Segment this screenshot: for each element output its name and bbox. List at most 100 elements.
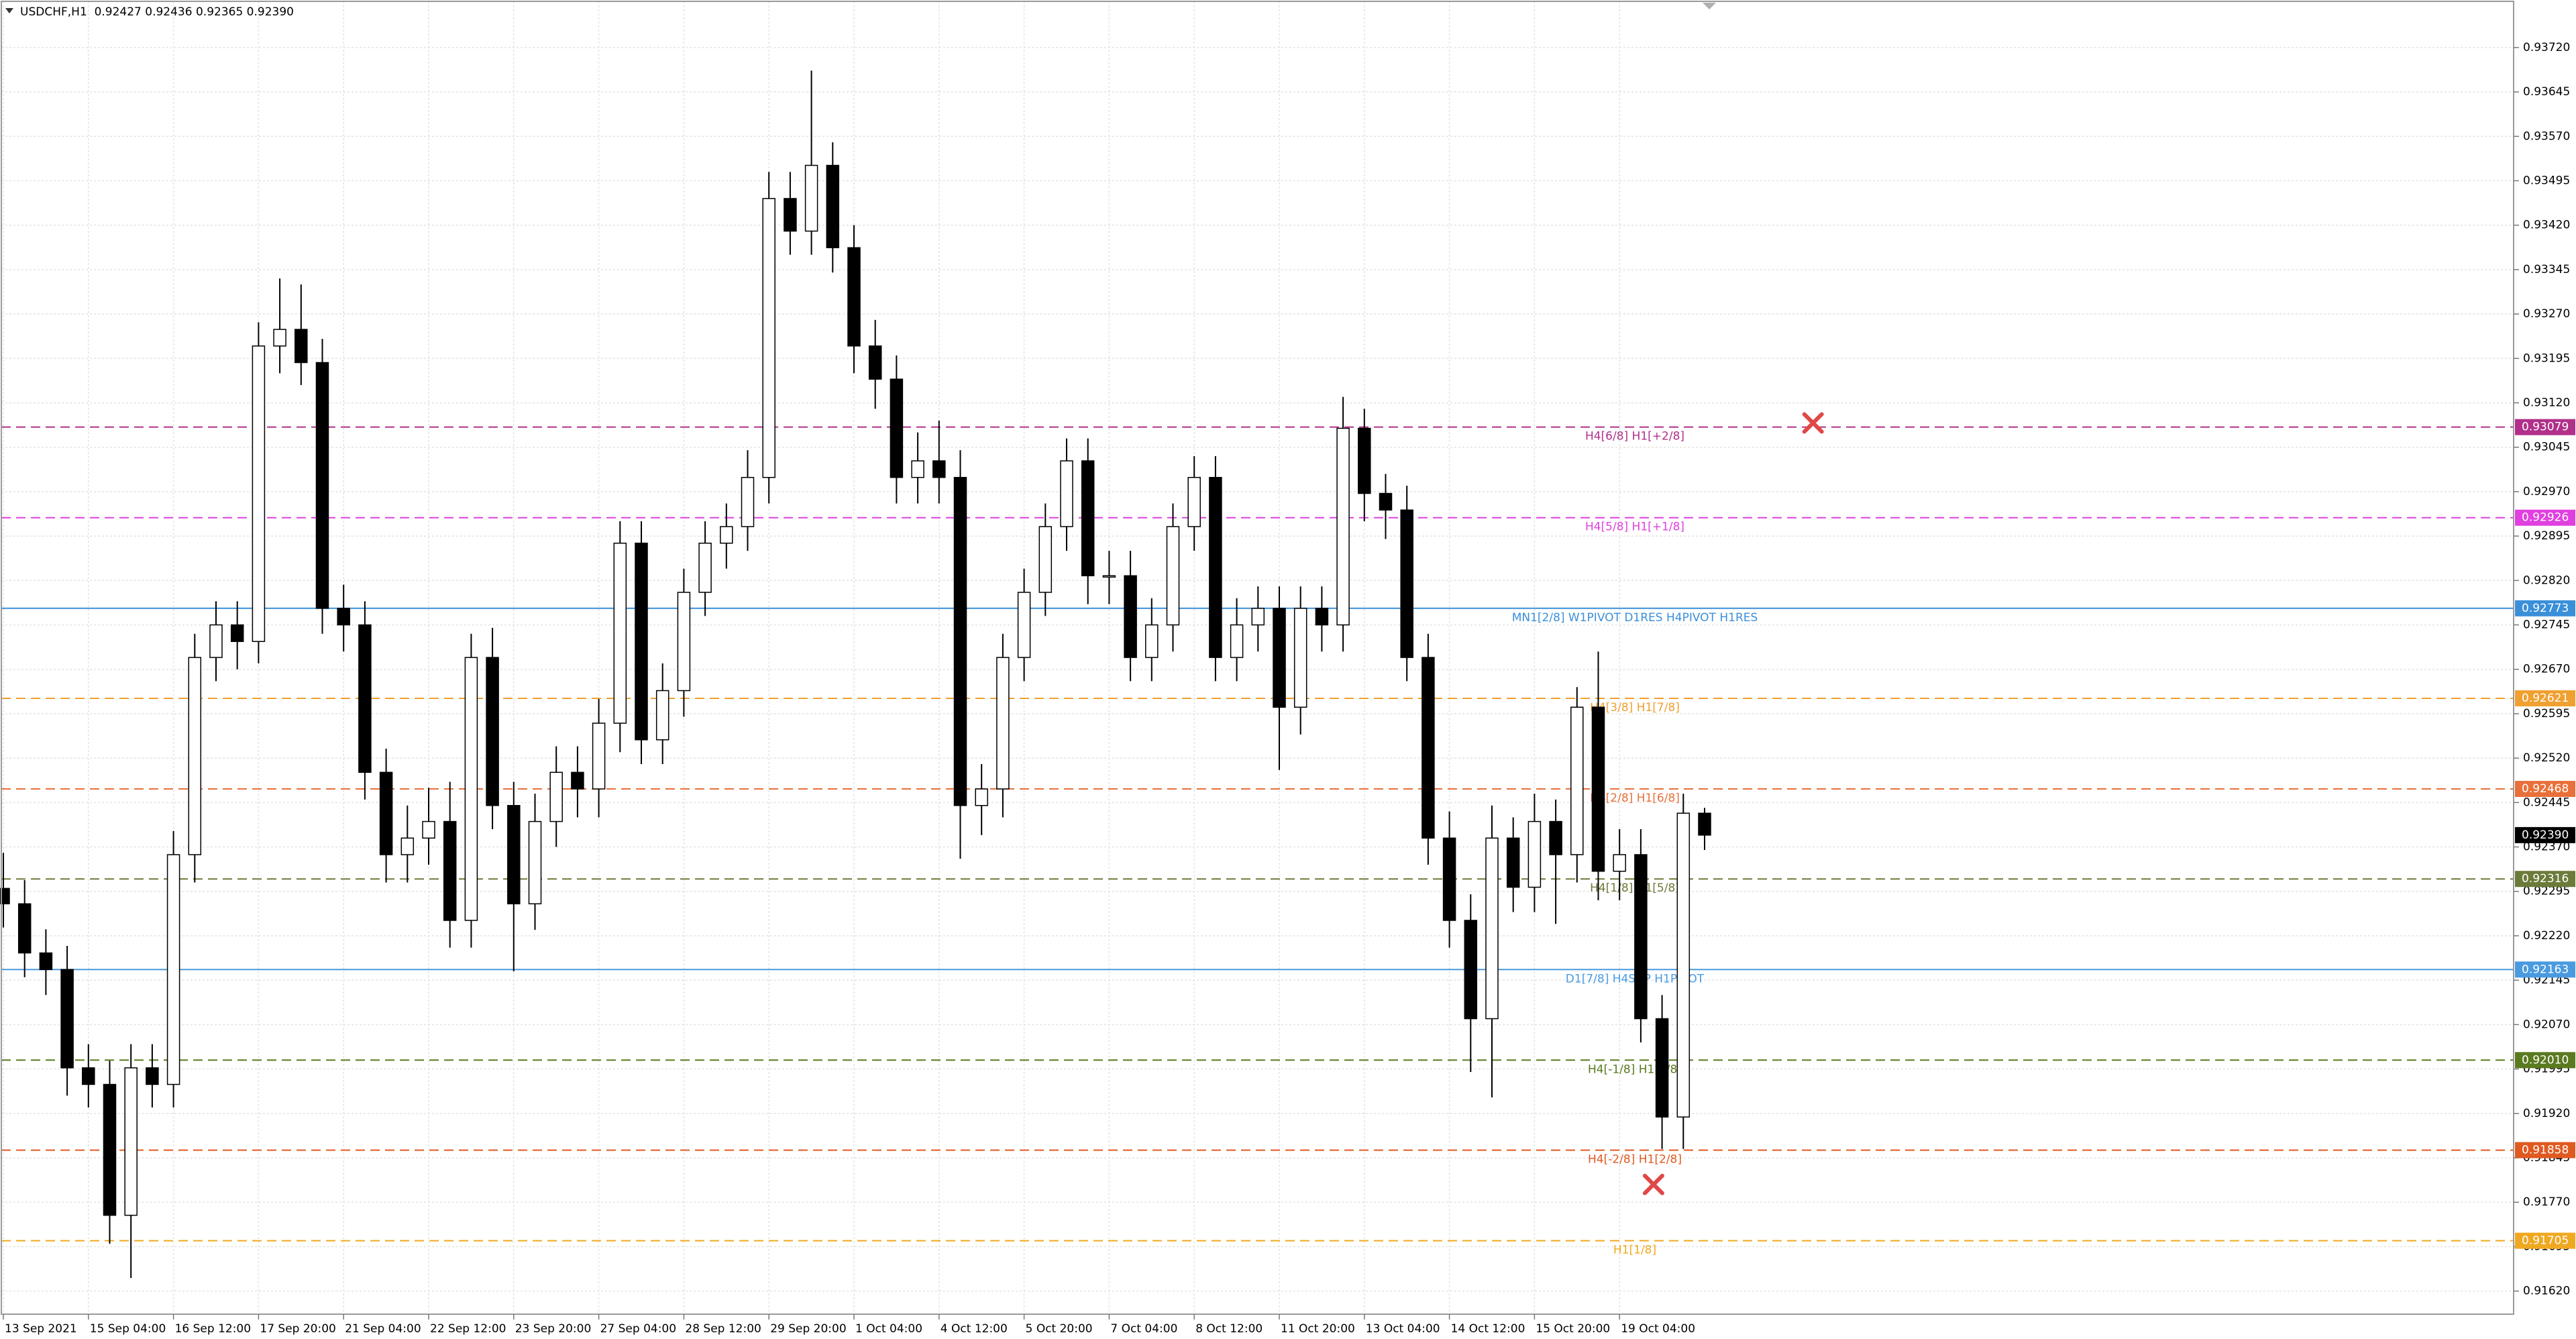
y-tick-label: 0.93420 — [2523, 219, 2570, 232]
x-tick-label: 13 Oct 04:00 — [1366, 1322, 1440, 1336]
y-tick-label: 0.92520 — [2523, 751, 2570, 765]
chart-title: USDCHF,H1 0.92427 0.92436 0.92365 0.9239… — [20, 5, 294, 19]
level-label: H4[3/8] H1[7/8] — [1590, 701, 1680, 714]
level-label: H4[-2/8] H1[2/8] — [1588, 1153, 1682, 1166]
y-tick-label: 0.92220 — [2523, 929, 2570, 943]
candle-body — [1655, 1018, 1669, 1118]
level-price-box — [2515, 1142, 2575, 1159]
candle-body — [400, 837, 415, 855]
level-price-label: 0.93079 — [2522, 421, 2569, 434]
candle-body — [1379, 492, 1393, 511]
candle-body — [1038, 526, 1053, 593]
candle-body — [230, 624, 244, 642]
candle-body — [655, 690, 669, 741]
candle-body — [486, 657, 499, 806]
plot-frame — [1, 1, 2514, 1315]
y-tick-label: 0.92295 — [2523, 885, 2570, 898]
candle-body — [507, 804, 521, 905]
candle-body — [252, 345, 266, 642]
candle-body — [124, 1067, 138, 1216]
x-tick-label: 11 Oct 20:00 — [1281, 1322, 1355, 1336]
x-tick-label: 7 Oct 04:00 — [1110, 1322, 1177, 1336]
candle-body — [1358, 427, 1371, 494]
x-tick-label: 15 Sep 04:00 — [90, 1322, 166, 1336]
level-label: H4[2/8] H1[6/8] — [1590, 792, 1680, 805]
candle-body — [1421, 657, 1435, 839]
grid-layer — [1, 1, 2514, 1314]
candle-body — [294, 329, 308, 364]
candle-body — [635, 542, 648, 741]
y-tick-label: 0.92970 — [2523, 485, 2570, 498]
candle-body — [1613, 854, 1626, 872]
candle-body — [1273, 608, 1286, 708]
y-tick-label: 0.93570 — [2523, 129, 2570, 143]
x-tick-label: 19 Oct 04:00 — [1621, 1322, 1695, 1336]
candle-body — [315, 362, 329, 609]
level-price-box — [2515, 509, 2575, 526]
candle-body — [60, 969, 74, 1069]
candle-body — [166, 854, 180, 1085]
candle-body — [613, 542, 627, 724]
candle-body — [39, 952, 53, 971]
candle-body — [1145, 624, 1159, 658]
level-price-box — [2515, 871, 2575, 888]
x-tick-label: 15 Oct 20:00 — [1536, 1322, 1610, 1336]
candle-body — [1081, 460, 1095, 576]
candle-body — [1336, 427, 1350, 626]
x-tick-label: 27 Sep 04:00 — [600, 1322, 676, 1336]
candle-body — [720, 526, 733, 544]
y-tick-label: 0.93645 — [2523, 85, 2570, 99]
candle-body — [358, 624, 372, 773]
candle-body — [1124, 575, 1137, 658]
candle-body — [1251, 608, 1265, 626]
candle-body — [975, 788, 988, 806]
x-tick-label: 22 Sep 12:00 — [430, 1322, 506, 1336]
candle-body — [17, 903, 32, 954]
y-tick-label: 0.93045 — [2523, 441, 2570, 454]
candle-body — [1060, 460, 1073, 527]
candle-body — [698, 542, 712, 593]
candle-body — [1591, 706, 1605, 872]
candle-body — [146, 1067, 159, 1085]
x-tick-label: 21 Sep 04:00 — [345, 1322, 421, 1336]
candle-body — [1676, 812, 1690, 1118]
y-tick-label: 0.91770 — [2523, 1195, 2570, 1209]
level-price-label: 0.92316 — [2522, 872, 2569, 886]
candle-body — [911, 460, 924, 478]
x-tick-label: 16 Sep 12:00 — [175, 1322, 251, 1336]
level-price-label: 0.92926 — [2522, 511, 2569, 525]
overlay-layer: 0.93079 0.92926 0.92773 0.92621 0.92468 0.923… — [1642, 412, 2575, 1249]
y-tick-label: 0.92070 — [2523, 1018, 2570, 1031]
level-price-label: 0.92163 — [2522, 963, 2569, 976]
candle-body — [1187, 476, 1201, 527]
level-price-box — [2515, 600, 2575, 617]
candle-body — [337, 608, 350, 626]
candle-body — [1166, 526, 1180, 626]
last-price-box — [2515, 826, 2575, 843]
x-tick-label: 1 Oct 04:00 — [855, 1322, 922, 1336]
level-label: H4[6/8] H1[+2/8] — [1585, 430, 1684, 443]
candle-body — [1506, 837, 1520, 888]
level-price-label: 0.91858 — [2522, 1143, 2569, 1157]
candle-body — [1293, 608, 1307, 708]
x-tick-label: 28 Sep 12:00 — [685, 1322, 761, 1336]
level-price-label: 0.91705 — [2522, 1234, 2569, 1248]
level-price-label: 0.92468 — [2522, 782, 2569, 796]
level-price-box — [2515, 419, 2575, 435]
candle-body — [443, 820, 457, 921]
x-tick-label: 23 Sep 20:00 — [515, 1322, 591, 1336]
candle-body — [996, 657, 1010, 790]
level-label: H4[5/8] H1[+1/8] — [1585, 521, 1684, 534]
level-label: H1[1/8] — [1613, 1244, 1656, 1257]
last-price-label: 0.92390 — [2522, 828, 2569, 842]
candle-body — [1549, 820, 1562, 855]
levels-layer: H4[6/8] H1[+2/8] H4[5/8] H1[+1/8] MN1[2/8]… — [1, 426, 2514, 1257]
candle-body — [592, 722, 606, 790]
candle-body — [209, 624, 223, 658]
candle-body — [1102, 575, 1116, 578]
candle-body — [804, 164, 818, 232]
level-price-box — [2515, 961, 2575, 978]
candle-body — [571, 771, 584, 790]
